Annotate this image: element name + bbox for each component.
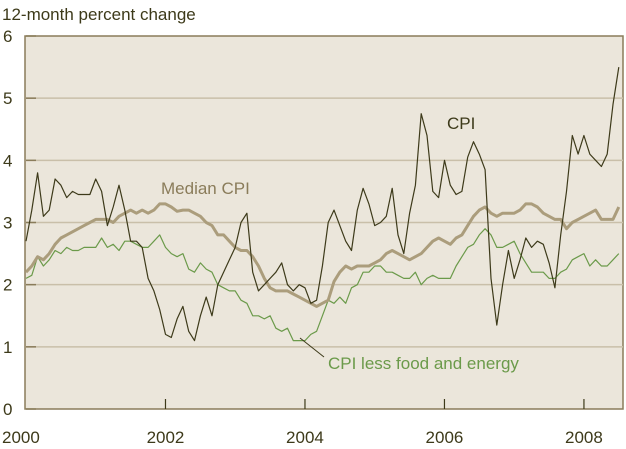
series-lines [24, 67, 621, 342]
y-axis-label: 12-month percent change [2, 5, 196, 24]
y-ticks: 0 1 2 3 4 5 6 [3, 27, 36, 419]
y-tick-label: 3 [3, 214, 12, 233]
y-tick-label: 2 [3, 276, 12, 295]
y-tick-label: 6 [3, 27, 12, 46]
x-tick-label: 2006 [426, 428, 464, 447]
label-median-cpi: Median CPI [161, 179, 250, 198]
gridlines [26, 97, 623, 348]
x-tick-label: 2000 [2, 428, 40, 447]
x-tick-label: 2008 [565, 428, 603, 447]
y-tick-label: 0 [3, 400, 12, 419]
annotation-leader-line [299, 337, 325, 358]
x-tick-label: 2002 [147, 428, 185, 447]
y-tick-label: 4 [3, 151, 12, 170]
y-tick-label: 5 [3, 89, 12, 108]
x-ticks: 2000 2002 2004 2006 2008 [2, 399, 603, 447]
label-core-cpi: CPI less food and energy [328, 354, 519, 373]
y-tick-label: 1 [3, 338, 12, 357]
label-cpi: CPI [447, 114, 475, 133]
series-line-cpi-less-food-and-energy [25, 228, 620, 342]
x-tick-label: 2004 [286, 428, 324, 447]
series-line-cpi [25, 67, 620, 342]
